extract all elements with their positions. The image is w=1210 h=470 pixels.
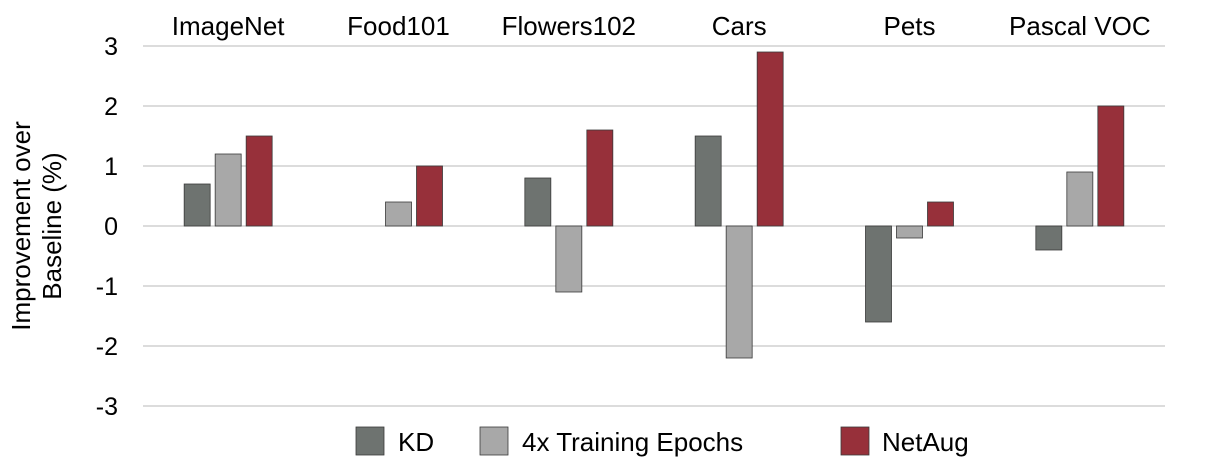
bar — [1097, 105, 1125, 227]
y-axis-label-2: Baseline (%) — [37, 152, 67, 299]
category-label: Pets — [883, 11, 935, 41]
bar — [416, 165, 443, 227]
grid — [143, 45, 1165, 407]
y-axis-label-line-1: Improvement over — [6, 121, 36, 331]
category-labels: ImageNet Food101 Flowers102 Cars Pets Pascal … — [172, 11, 1151, 41]
y-tick-label: 3 — [104, 33, 118, 61]
bars — [183, 51, 1125, 359]
bar — [756, 51, 784, 227]
y-axis-label-line-2: Baseline (%) — [37, 152, 67, 299]
legend-label: 4x Training Epochs — [522, 427, 743, 457]
legend-swatch — [355, 426, 385, 456]
y-tick-label: -1 — [96, 273, 118, 301]
bar — [896, 225, 923, 239]
y-tick-label: 1 — [104, 153, 118, 181]
bar — [1035, 225, 1063, 251]
bar — [183, 183, 211, 227]
y-tick-label: -2 — [96, 333, 118, 361]
y-axis: 3 2 1 0 -1 -2 -3 — [96, 33, 118, 421]
bar — [555, 225, 583, 293]
category-label: Cars — [712, 11, 767, 41]
category-label: Food101 — [347, 11, 450, 41]
legend-swatch — [840, 426, 870, 456]
bar — [385, 201, 412, 227]
category-label: Flowers102 — [502, 11, 636, 41]
bar — [245, 135, 273, 227]
bar — [214, 153, 242, 227]
category-label: Pascal VOC — [1009, 11, 1151, 41]
legend-label: NetAug — [882, 427, 969, 457]
y-axis-label: Improvement over — [6, 121, 36, 331]
legend-label: KD — [398, 427, 434, 457]
bar — [694, 135, 722, 227]
bar — [865, 225, 892, 323]
category-label: ImageNet — [172, 11, 285, 41]
bar — [725, 225, 753, 359]
bar — [1066, 171, 1094, 227]
legend-swatch — [479, 426, 509, 456]
bar — [927, 201, 954, 227]
bar — [586, 129, 614, 227]
y-tick-label: -3 — [96, 393, 118, 421]
legend: KD 4x Training Epochs NetAug — [355, 426, 969, 457]
y-tick-label: 2 — [104, 93, 118, 121]
bar — [524, 177, 552, 227]
y-tick-label: 0 — [104, 213, 118, 241]
